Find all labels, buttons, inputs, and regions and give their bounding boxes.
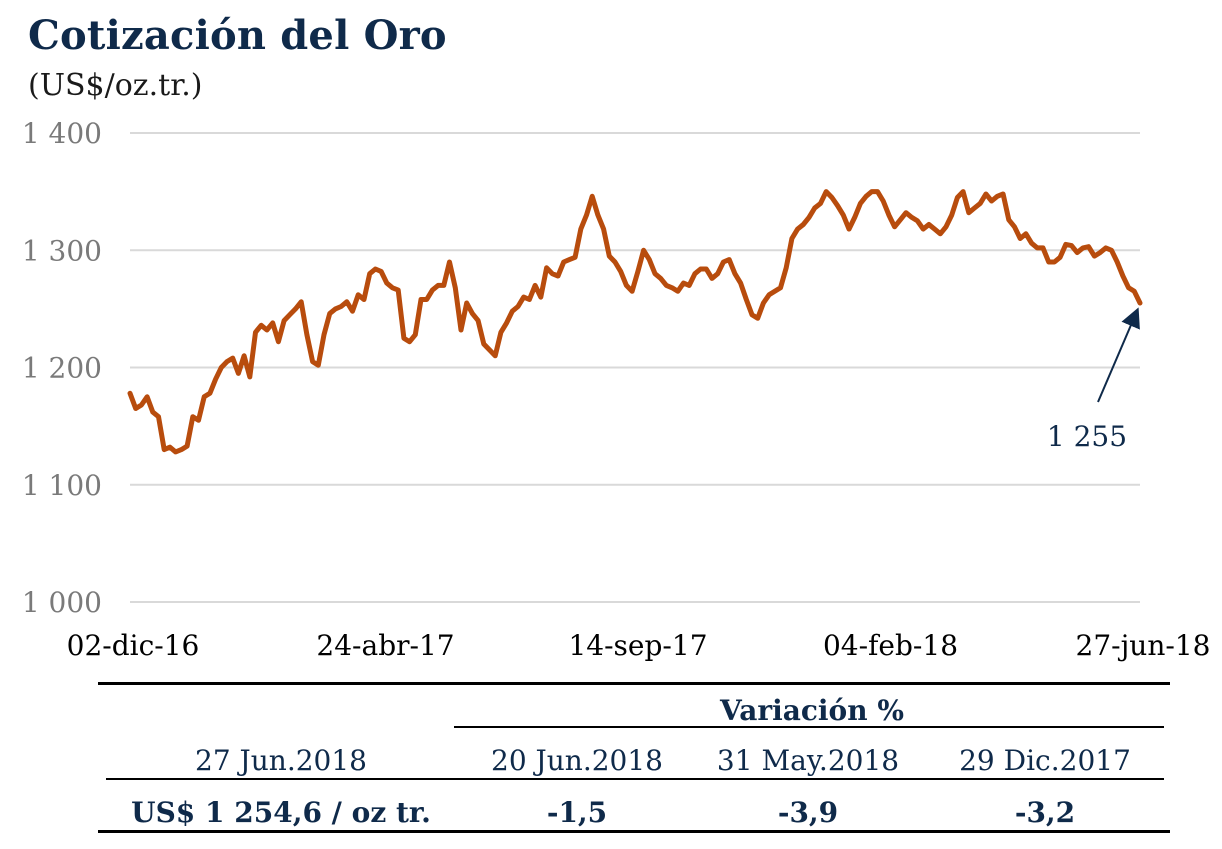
y-tick-label: 1 400 <box>22 117 102 150</box>
price-value: US$ 1 254,6 / oz tr. <box>131 796 431 829</box>
chart-subtitle: (US$/oz.tr.) <box>28 68 203 103</box>
y-tick-label: 1 300 <box>22 234 102 267</box>
x-tick-label: 14-sep-17 <box>568 629 707 662</box>
variation-header-rule <box>454 726 1164 728</box>
y-tick-label: 1 200 <box>22 352 102 385</box>
annotation-arrow <box>1097 307 1140 403</box>
col1-header: 20 Jun.2018 <box>491 744 663 777</box>
x-tick-label: 02-dic-16 <box>67 629 200 662</box>
annotation-group: 1 255 <box>1047 307 1140 453</box>
y-tick-label: 1 100 <box>22 469 102 502</box>
gold-price-line <box>127 189 1143 455</box>
y-axis-ticks: 1 000 1 100 1 200 1 300 1 400 <box>22 117 102 619</box>
variation-header: Variación % <box>720 694 904 727</box>
series-group <box>127 189 1143 455</box>
col3-header: 29 Dic.2017 <box>959 744 1131 777</box>
table-bottom-rule <box>98 830 1170 833</box>
date-label: 27 Jun.2018 <box>195 744 367 777</box>
annotation-label: 1 255 <box>1047 420 1127 453</box>
col2-value: -3,9 <box>777 796 839 829</box>
x-axis-ticks: 02-dic-16 24-abr-17 14-sep-17 04-feb-18 27-j… <box>67 629 1211 662</box>
gridlines <box>130 132 1140 603</box>
gold-price-chart: 1 000 1 100 1 200 1 300 1 400 02-dic-16 24-ab… <box>22 117 1211 662</box>
table-top-rule <box>98 682 1170 685</box>
col2-header: 31 May.2018 <box>716 744 900 777</box>
col3-value: -3,2 <box>1014 796 1076 829</box>
x-tick-label: 24-abr-17 <box>316 629 454 662</box>
variation-table: Variación % 27 Jun.2018 20 Jun.2018 31 M… <box>98 682 1170 833</box>
table-mid-rule <box>106 778 1164 780</box>
y-tick-label: 1 000 <box>22 586 102 619</box>
x-tick-label: 27-jun-18 <box>1076 629 1211 662</box>
x-tick-label: 04-feb-18 <box>823 629 958 662</box>
col1-value: -1,5 <box>546 796 608 829</box>
chart-title: Cotización del Oro <box>28 12 447 59</box>
